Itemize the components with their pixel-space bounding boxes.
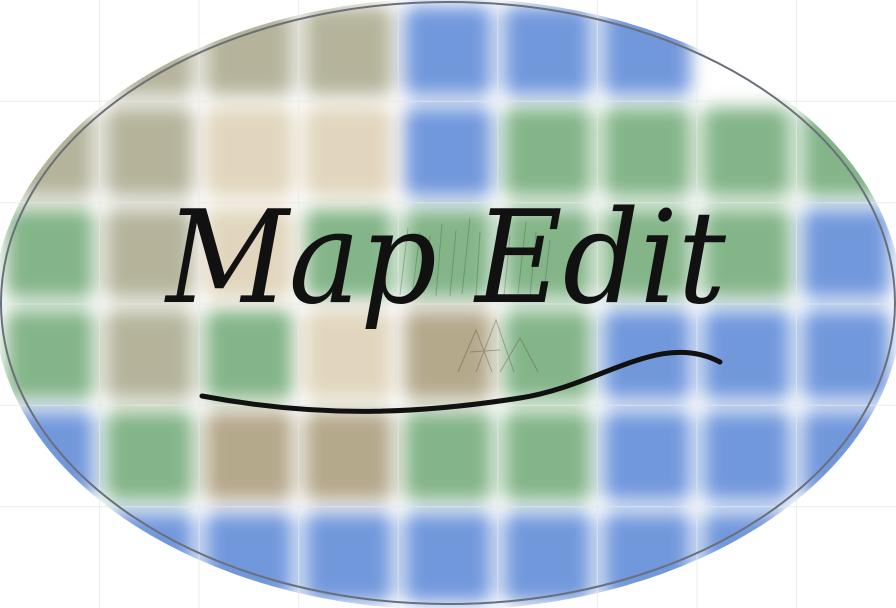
grass-tuft-texture xyxy=(399,217,551,297)
tile-grass xyxy=(603,208,691,298)
tile-grass xyxy=(304,208,393,298)
tile-grass xyxy=(205,310,293,400)
tile-water xyxy=(404,6,492,96)
tile-water xyxy=(503,6,592,96)
tile-water xyxy=(304,512,393,602)
tile-grass xyxy=(105,411,194,501)
tile-water xyxy=(404,512,492,602)
tile-grass xyxy=(503,107,592,197)
tile-grass xyxy=(603,107,691,197)
tile-khaki xyxy=(105,107,194,197)
tile-dirt xyxy=(205,411,293,501)
tile-sand xyxy=(304,310,393,400)
mountain-texture xyxy=(457,318,539,373)
logo-title: Map Edit xyxy=(164,184,726,333)
tile-water xyxy=(802,208,890,298)
tile-grass xyxy=(404,208,492,298)
tile-grass xyxy=(503,208,592,298)
tile-water xyxy=(603,411,691,501)
tile-dirt xyxy=(304,411,393,501)
tile-water xyxy=(404,107,492,197)
tile-grass xyxy=(6,310,94,400)
tile-water xyxy=(603,310,691,400)
tile-khaki xyxy=(105,208,194,298)
tile-grass xyxy=(6,208,94,298)
tile-dirt xyxy=(404,310,492,400)
tile-grass xyxy=(702,208,791,298)
tile-water xyxy=(503,512,592,602)
tile-khaki xyxy=(105,310,194,400)
tile-grass xyxy=(503,310,592,400)
tile-grass xyxy=(702,107,791,197)
tile-water xyxy=(702,411,791,501)
tile-grass xyxy=(404,411,492,501)
tile-grass xyxy=(503,411,592,501)
tile-sand xyxy=(304,107,393,197)
tile-water xyxy=(702,310,791,400)
tile-water xyxy=(802,310,890,400)
tile-khaki xyxy=(304,6,393,96)
tile-sand xyxy=(205,208,293,298)
tile-sand xyxy=(205,107,293,197)
title-underline xyxy=(199,349,723,414)
